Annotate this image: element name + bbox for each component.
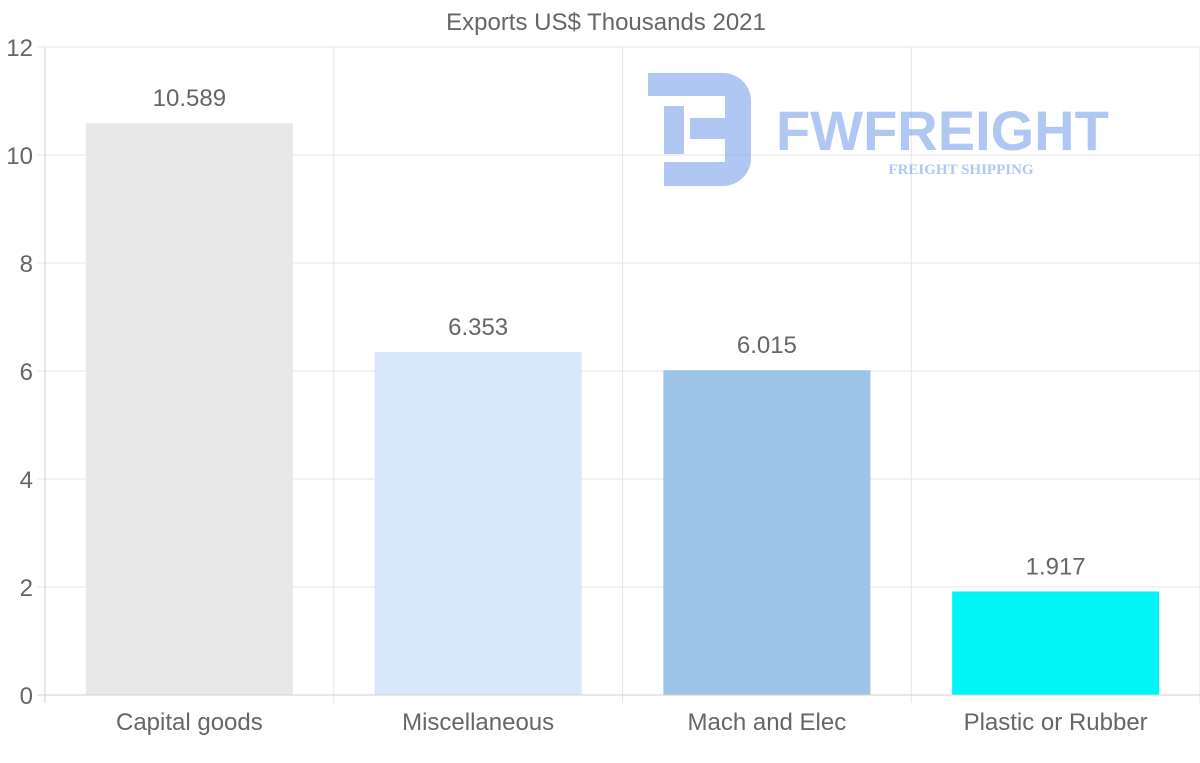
x-tick-label: Capital goods bbox=[116, 709, 263, 736]
bars bbox=[85, 123, 1160, 696]
fwfreight-watermark-logo: FWFREIGHT FREIGHT SHIPPING bbox=[648, 73, 1109, 186]
y-tick-label: 12 bbox=[6, 35, 33, 62]
bar bbox=[952, 591, 1160, 695]
watermark-brand: FWFREIGHT bbox=[776, 99, 1109, 162]
axes: 0 2 4 6 8 10 12 Capital goods Miscellaneous Mach … bbox=[6, 35, 1200, 736]
x-tick-label: Miscellaneous bbox=[402, 709, 554, 736]
y-tick-label: 4 bbox=[20, 467, 33, 494]
fw-logo-icon bbox=[648, 73, 751, 186]
bar-value-label: 6.015 bbox=[737, 332, 797, 359]
bar bbox=[663, 370, 871, 695]
data-labels: 10.589 6.353 6.015 1.917 bbox=[153, 85, 1086, 580]
chart-title: Exports US$ Thousands 2021 bbox=[446, 9, 766, 36]
bar bbox=[374, 351, 582, 695]
bar-value-label: 10.589 bbox=[153, 85, 226, 112]
y-tick-label: 10 bbox=[6, 143, 33, 170]
y-tick-label: 6 bbox=[20, 359, 33, 386]
x-tick-label: Mach and Elec bbox=[687, 709, 846, 736]
bar bbox=[85, 123, 293, 696]
y-tick-label: 0 bbox=[20, 683, 33, 710]
y-tick-label: 2 bbox=[20, 575, 33, 602]
x-tick-label: Plastic or Rubber bbox=[964, 709, 1148, 736]
watermark-tagline: FREIGHT SHIPPING bbox=[888, 162, 1033, 178]
y-tick-label: 8 bbox=[20, 251, 33, 278]
bar-value-label: 1.917 bbox=[1026, 553, 1086, 580]
bar-value-label: 6.353 bbox=[448, 314, 508, 341]
